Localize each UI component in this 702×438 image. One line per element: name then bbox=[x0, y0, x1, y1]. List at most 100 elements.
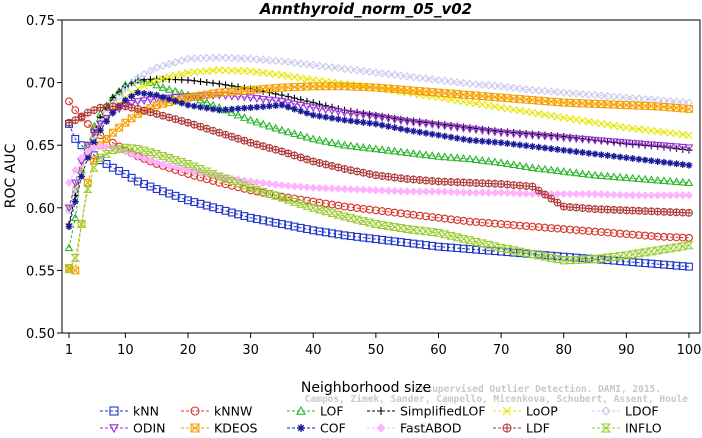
legend-item-inflo: INFLO bbox=[592, 421, 662, 436]
data-point bbox=[291, 105, 298, 113]
data-point bbox=[252, 117, 262, 126]
data-point bbox=[95, 120, 105, 129]
data-point bbox=[541, 110, 549, 119]
data-point bbox=[434, 75, 443, 85]
data-point bbox=[459, 97, 468, 106]
data-point bbox=[153, 75, 161, 83]
data-point bbox=[89, 121, 99, 130]
data-point bbox=[151, 150, 162, 158]
data-point bbox=[233, 110, 243, 119]
data-point bbox=[665, 142, 675, 151]
data-point bbox=[284, 72, 292, 80]
data-point bbox=[578, 169, 587, 178]
data-point bbox=[685, 208, 693, 217]
data-point bbox=[503, 159, 512, 167]
data-point bbox=[509, 189, 518, 198]
data-point bbox=[640, 248, 650, 257]
data-point bbox=[397, 125, 405, 133]
data-point bbox=[83, 147, 92, 156]
data-point bbox=[496, 158, 506, 166]
data-point bbox=[458, 234, 469, 243]
data-point bbox=[296, 130, 306, 139]
data-point bbox=[252, 55, 262, 64]
data-point bbox=[315, 105, 324, 114]
data-point bbox=[491, 138, 499, 146]
data-point bbox=[578, 116, 587, 125]
data-point bbox=[615, 252, 625, 261]
data-point bbox=[171, 86, 180, 95]
legend-label: LoOP bbox=[526, 404, 558, 419]
data-point bbox=[584, 189, 593, 199]
data-point bbox=[115, 88, 123, 96]
data-point bbox=[685, 233, 693, 242]
data-point bbox=[653, 191, 662, 200]
data-point bbox=[359, 111, 368, 120]
data-point bbox=[327, 107, 337, 116]
data-point bbox=[478, 137, 486, 145]
data-point bbox=[415, 149, 425, 158]
data-point bbox=[247, 104, 255, 112]
data-point bbox=[616, 122, 624, 131]
data-point bbox=[341, 116, 348, 124]
data-point bbox=[208, 53, 218, 62]
series-cof bbox=[65, 89, 693, 230]
data-point bbox=[408, 225, 419, 234]
data-point bbox=[616, 190, 625, 200]
data-point bbox=[559, 256, 569, 265]
data-point bbox=[177, 56, 186, 65]
data-point bbox=[515, 130, 525, 139]
data-point bbox=[434, 187, 443, 196]
data-point bbox=[672, 143, 681, 152]
data-point bbox=[121, 84, 130, 94]
data-point bbox=[334, 63, 343, 73]
data-point bbox=[145, 148, 156, 157]
data-point bbox=[296, 59, 305, 68]
data-point bbox=[215, 80, 223, 88]
data-point bbox=[609, 92, 619, 101]
data-point bbox=[559, 88, 568, 97]
data-point bbox=[465, 79, 474, 89]
data-point bbox=[220, 174, 231, 183]
data-point bbox=[659, 191, 669, 200]
data-point bbox=[308, 104, 318, 113]
series-line-lof bbox=[68, 79, 690, 249]
legend-label: kNN bbox=[133, 404, 159, 419]
data-point bbox=[477, 127, 487, 135]
data-point bbox=[65, 223, 73, 230]
data-point bbox=[222, 106, 229, 114]
data-point bbox=[566, 147, 574, 155]
data-point bbox=[591, 150, 599, 158]
data-point bbox=[534, 86, 543, 95]
data-point bbox=[421, 120, 431, 129]
x-tick-label: 10 bbox=[117, 343, 134, 358]
data-point bbox=[590, 136, 600, 145]
data-point bbox=[359, 119, 367, 126]
data-point bbox=[459, 124, 468, 133]
data-point bbox=[352, 66, 362, 75]
data-point bbox=[452, 233, 463, 242]
data-point bbox=[596, 137, 606, 146]
x-tick-label: 100 bbox=[677, 343, 702, 358]
data-point bbox=[529, 143, 536, 150]
data-point bbox=[603, 91, 612, 101]
data-point bbox=[622, 139, 631, 148]
data-point bbox=[177, 70, 186, 78]
data-point bbox=[422, 129, 430, 137]
data-point bbox=[309, 157, 318, 166]
data-point bbox=[202, 90, 211, 99]
data-point bbox=[164, 154, 174, 162]
data-point bbox=[597, 151, 605, 159]
data-point bbox=[152, 80, 162, 89]
legend-item-loop: LoOP bbox=[493, 404, 558, 419]
data-point bbox=[497, 188, 506, 197]
data-point bbox=[146, 156, 155, 165]
legend-marker bbox=[190, 423, 200, 433]
data-point bbox=[246, 54, 255, 63]
data-point bbox=[515, 161, 525, 170]
data-point bbox=[684, 241, 694, 250]
data-point bbox=[471, 155, 481, 163]
y-tick-label: 0.70 bbox=[26, 77, 55, 92]
data-point bbox=[265, 121, 274, 130]
data-point bbox=[585, 149, 593, 157]
data-point bbox=[503, 104, 512, 113]
